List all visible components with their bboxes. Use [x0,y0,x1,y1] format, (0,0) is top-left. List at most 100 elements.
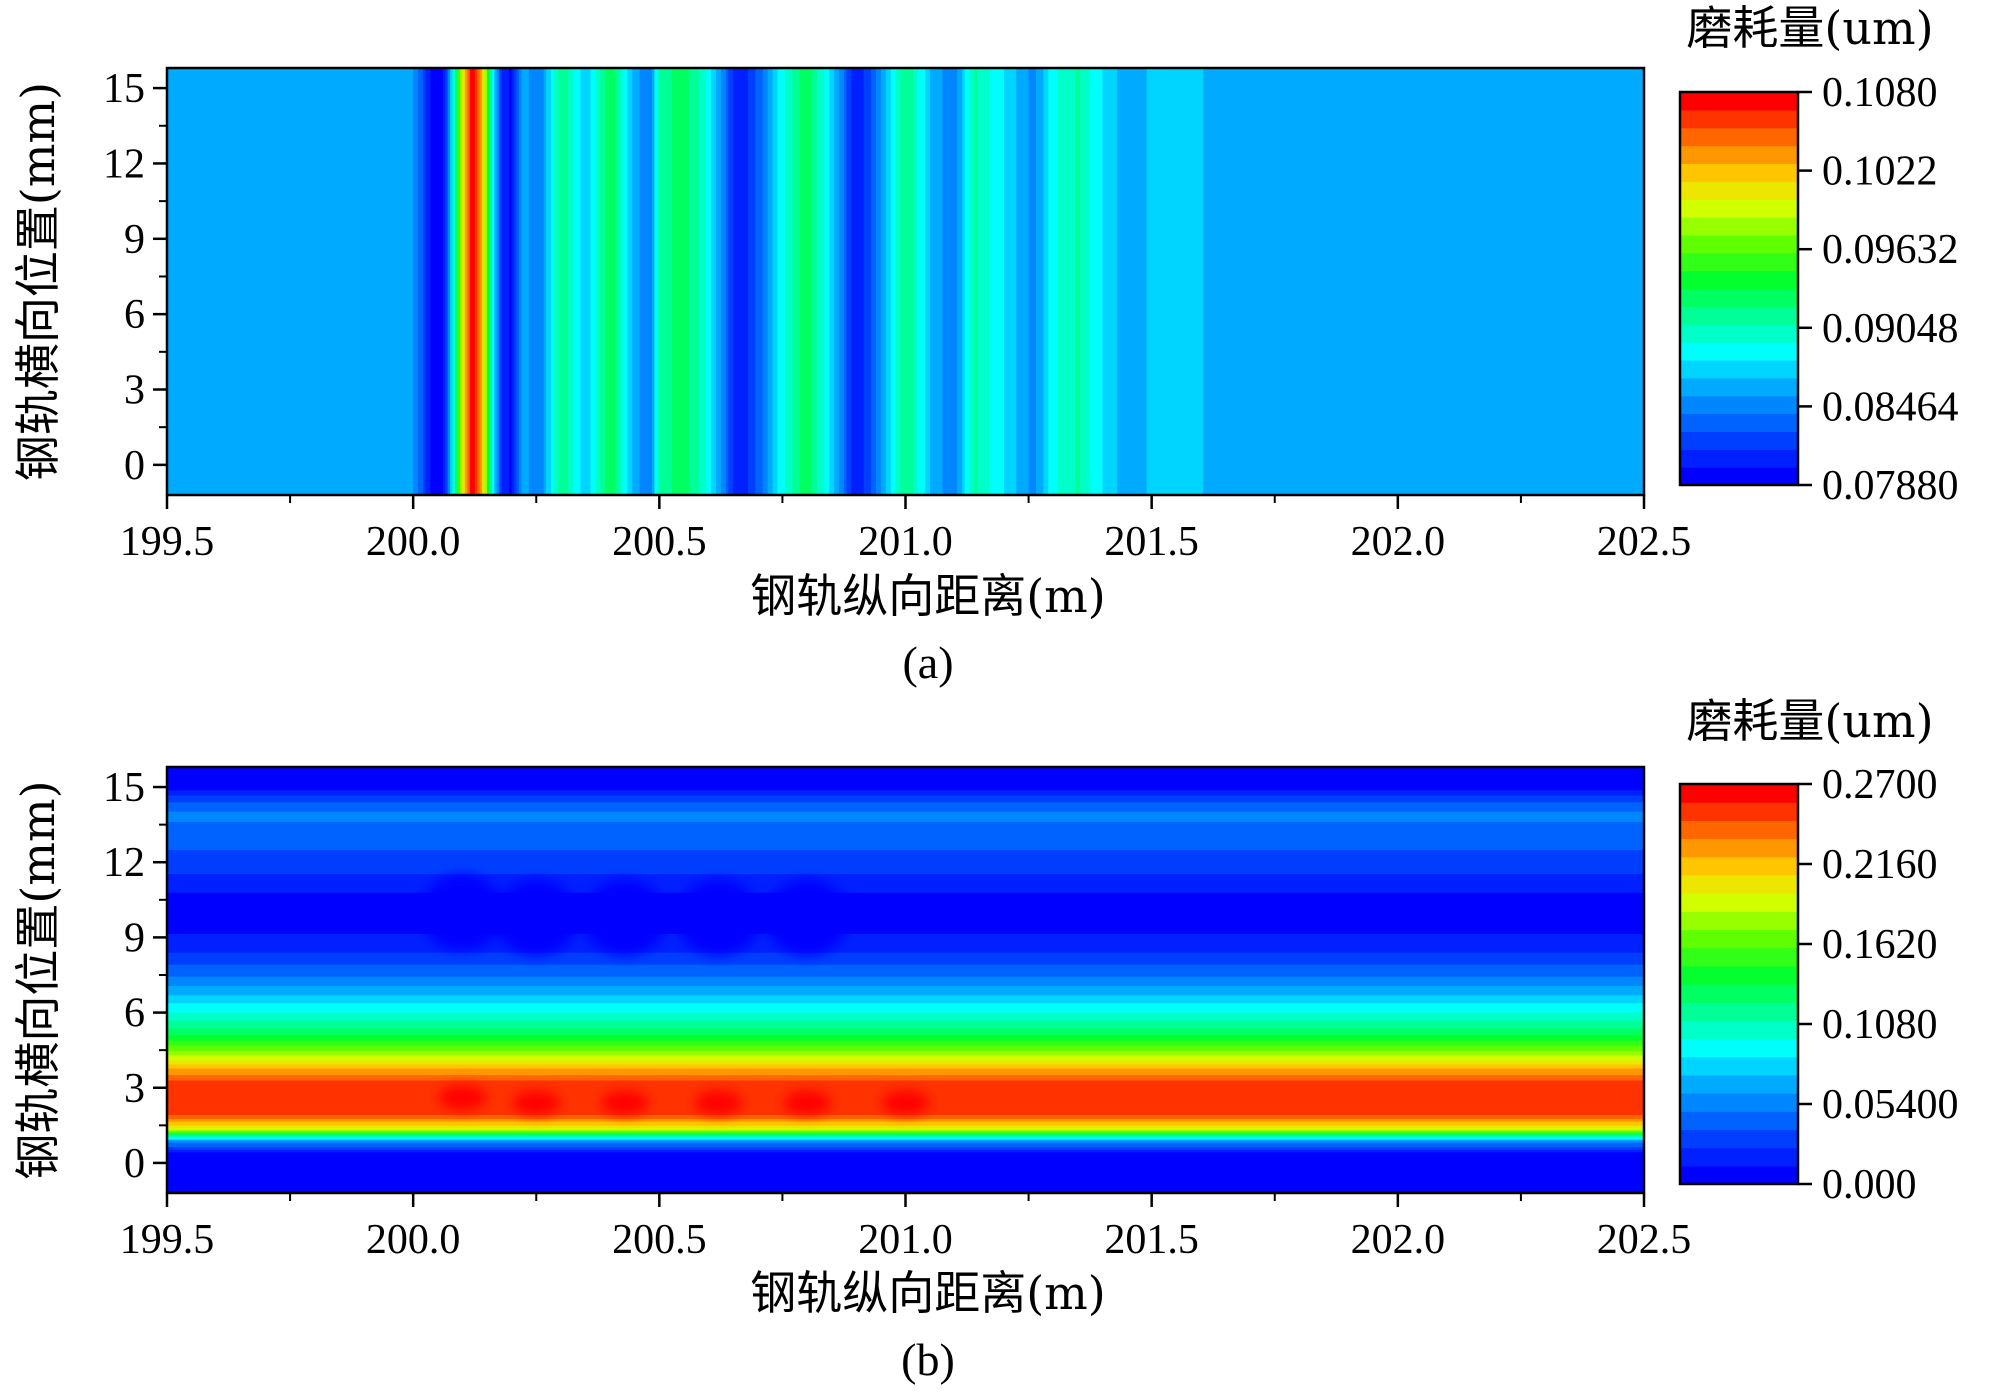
heatmap-cell [167,896,1644,899]
heatmap-cell [1203,68,1207,495]
heatmap-cell [666,68,670,495]
heatmap-cell [418,68,422,495]
heatmap-cell [489,68,493,495]
heatmap-cell [167,880,1644,883]
heatmap-cell [1587,68,1591,495]
hot-spot [512,1090,561,1115]
heatmap-cell [415,68,419,495]
heatmap-cell [1161,68,1165,495]
heatmap-cell [1141,68,1145,495]
colorbar-tick-label: 0.000 [1822,1162,1917,1208]
heatmap-cell [469,68,473,495]
heatmap-cell [167,812,1644,815]
heatmap-cell [167,1029,1644,1032]
heatmap-cell [735,68,739,495]
colorbar-tick-label: 0.09632 [1822,227,1959,273]
heatmap-cell [1582,68,1586,495]
heatmap-cell [339,68,343,495]
heatmap-cell [440,68,444,495]
heatmap-cell [659,68,663,495]
heatmap-cell [297,68,301,495]
heatmap-cell [167,1145,1644,1148]
heatmap-cell [1181,68,1185,495]
x-tick-label: 202.0 [1351,519,1446,565]
heatmap-cell [698,68,702,495]
heatmap-cell [794,68,798,495]
colorbar-tick-label: 0.1620 [1822,922,1938,968]
heatmap-cell [1299,68,1303,495]
heatmap-cell [1247,68,1251,495]
heatmap-cell [873,68,877,495]
heatmap-cell [1099,68,1104,495]
colorbar-swatch [1680,1002,1798,1021]
heatmap-b [167,767,1644,1193]
colorbar-title-b: 磨耗量(um) [1686,694,1933,748]
heatmap-cell [1055,68,1059,495]
heatmap-cell [920,68,924,495]
heatmap-cell [674,68,678,495]
heatmap-cell [883,68,887,495]
heatmap-cell [250,68,254,495]
heatmap-cell [474,68,478,495]
heatmap-cell [558,68,562,495]
heatmap-cell [1060,68,1064,495]
heatmap-cell [167,916,1644,919]
heatmap-cell [952,68,956,495]
colorbar-swatch [1680,127,1798,147]
heatmap-cell [1503,68,1507,495]
heatmap-cell [258,68,262,495]
heatmap-cell [167,1178,1644,1181]
colorbar-swatch [1680,1111,1798,1131]
heatmap-cell [265,68,269,495]
heatmap-cell [1351,68,1355,495]
heatmap-cell [629,68,633,495]
heatmap-cell [642,68,646,495]
heatmap-cell [410,68,414,495]
heatmap-cell [167,1075,1644,1078]
heatmap-cell [1437,68,1441,495]
heatmap-cell [932,68,936,495]
heatmap-cell [597,68,601,495]
heatmap-cell [644,68,648,495]
heatmap-cell [1063,68,1067,495]
heatmap-cell [1584,68,1588,495]
colorbar-tick-label: 0.07880 [1822,463,1959,509]
heatmap-cell [477,68,481,495]
heatmap-cell [167,957,1644,960]
heatmap-cell [167,868,1644,871]
heatmap-cell [371,68,375,495]
heatmap-cell [1390,68,1394,495]
heatmap-cell [831,68,835,495]
heatmap-cell [1333,68,1337,495]
heatmap-cell [935,68,939,495]
heatmap-cell [578,68,582,495]
heatmap-cell [701,68,705,495]
heatmap-cell [314,68,318,495]
heatmap-cell [1447,68,1451,495]
heatmap-cell [167,800,1644,803]
heatmap-cell [1439,68,1443,495]
heatmap-cell [167,1157,1644,1159]
heatmap-cell [634,68,638,495]
heatmap-cell [386,68,390,495]
heatmap-cell [811,68,816,495]
heatmap-cell [1589,68,1593,495]
heatmap-cell [1218,68,1222,495]
heatmap-cell [167,1005,1644,1008]
heatmap-cell [167,999,1644,1002]
heatmap-cell [900,68,904,495]
heatmap-cell [167,1046,1644,1049]
heatmap-cell [319,68,323,495]
heatmap-cell [167,968,1644,970]
heatmap-cell [167,950,1644,953]
heatmap-cell [1395,68,1399,495]
heatmap-cell [167,1158,1644,1161]
heatmap-cell [167,828,1644,831]
heatmap-cell [551,68,555,495]
heatmap-cell [167,1141,1644,1144]
heatmap-cell [167,900,1644,903]
heatmap-cell [760,68,764,495]
colorbar-swatch [1680,802,1798,821]
heatmap-cell [167,1185,1644,1187]
heatmap-cell [167,857,1644,860]
